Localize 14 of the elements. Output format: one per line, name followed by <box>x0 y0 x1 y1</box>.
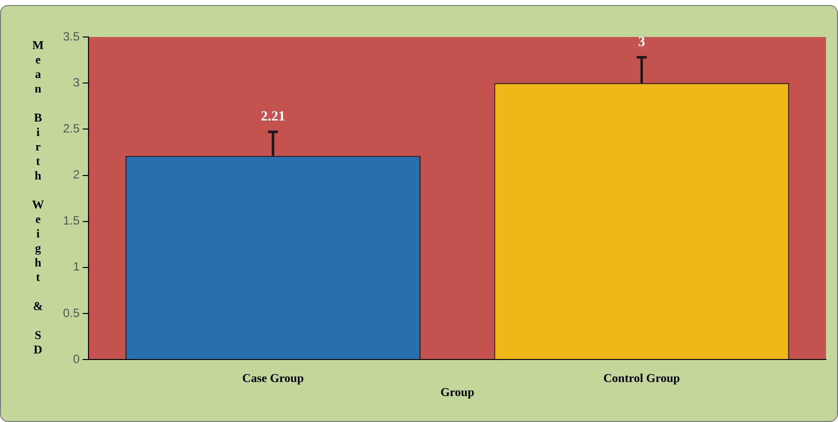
y-tick-label: 0 <box>72 352 80 366</box>
y-tick-label: 3.5 <box>62 29 80 44</box>
y-tick-label: 3 <box>72 75 80 90</box>
x-tick-label: Case Group <box>242 370 304 385</box>
x-axis-title: Group <box>440 385 475 400</box>
y-tick-label: 0.5 <box>62 306 80 320</box>
x-tick-label: Control Group <box>603 370 680 385</box>
data-label: 3 <box>638 34 646 50</box>
y-tick-label: 2.5 <box>62 121 80 136</box>
y-tick-label: 1.5 <box>62 214 80 228</box>
y-tick-label: 2 <box>72 168 80 182</box>
text: Mean Birth Weight & SD <box>32 38 44 357</box>
data-label: 2.21 <box>260 110 286 125</box>
y-tick-label: 1 <box>72 260 80 274</box>
